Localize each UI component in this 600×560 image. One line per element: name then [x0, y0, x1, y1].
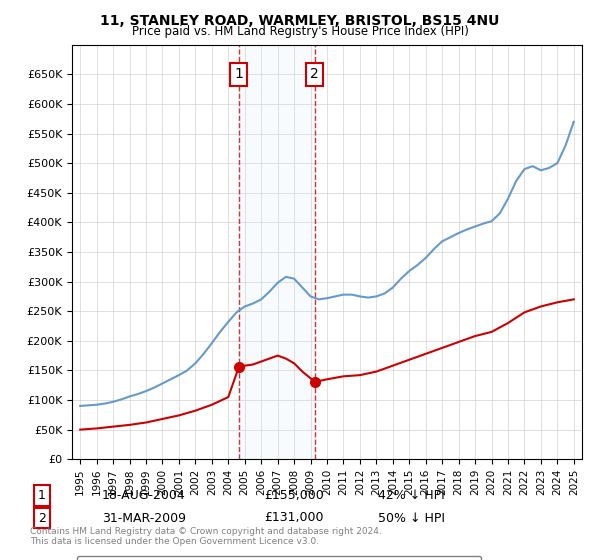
- Text: £155,000: £155,000: [264, 489, 324, 502]
- Text: 11, STANLEY ROAD, WARMLEY, BRISTOL, BS15 4NU: 11, STANLEY ROAD, WARMLEY, BRISTOL, BS15…: [100, 14, 500, 28]
- Text: 42% ↓ HPI: 42% ↓ HPI: [378, 489, 445, 502]
- Text: 2: 2: [38, 511, 46, 525]
- Text: 1: 1: [234, 67, 243, 81]
- Text: 1: 1: [38, 489, 46, 502]
- Bar: [239, 45, 314, 459]
- Text: 18-AUG-2004: 18-AUG-2004: [102, 489, 186, 502]
- Text: Price paid vs. HM Land Registry's House Price Index (HPI): Price paid vs. HM Land Registry's House …: [131, 25, 469, 38]
- Text: Contains HM Land Registry data © Crown copyright and database right 2024.
This d: Contains HM Land Registry data © Crown c…: [30, 526, 382, 546]
- Text: 31-MAR-2009: 31-MAR-2009: [102, 511, 186, 525]
- Text: £131,000: £131,000: [264, 511, 323, 525]
- Text: 50% ↓ HPI: 50% ↓ HPI: [378, 511, 445, 525]
- Legend: 11, STANLEY ROAD, WARMLEY, BRISTOL, BS15 4NU (detached house), HPI: Average pric: 11, STANLEY ROAD, WARMLEY, BRISTOL, BS15…: [77, 556, 481, 560]
- Text: 2: 2: [310, 67, 319, 81]
